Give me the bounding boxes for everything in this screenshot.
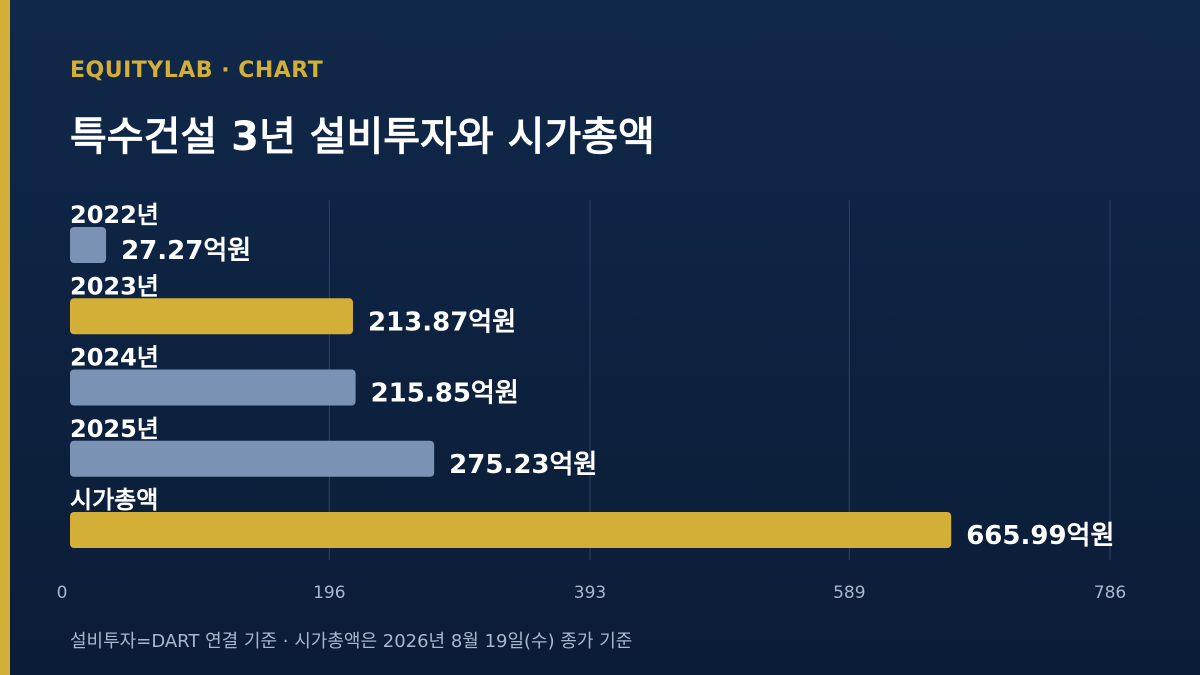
category-label: 2024년 xyxy=(70,344,159,372)
brand-label: EQUITYLAB · CHART xyxy=(70,58,324,83)
value-label: 213.87억원 xyxy=(368,307,516,337)
value-label: 27.27억원 xyxy=(121,236,251,266)
category-label: 2023년 xyxy=(70,272,159,300)
value-label: 215.85억원 xyxy=(371,379,519,409)
bar xyxy=(70,369,356,406)
bar xyxy=(70,512,952,548)
x-tick-label: 589 xyxy=(833,583,865,603)
value-label: 275.23억원 xyxy=(449,450,597,480)
bar xyxy=(70,227,107,263)
x-tick-label: 786 xyxy=(1094,583,1126,603)
value-label: 665.99억원 xyxy=(966,521,1114,551)
category-label: 시가총액 xyxy=(70,486,158,514)
page-title: 특수건설 3년 설비투자와 시가총액 xyxy=(70,114,655,160)
x-tick-label: 393 xyxy=(574,583,606,603)
x-tick-label: 0 xyxy=(57,583,68,603)
accent-bar xyxy=(0,0,10,675)
footer-note: 설비투자=DART 연결 기준 · 시가총액은 2026년 8월 19일(수) … xyxy=(70,631,633,652)
bar xyxy=(70,298,353,335)
category-label: 2022년 xyxy=(70,201,159,229)
bar xyxy=(70,440,435,477)
category-label: 2025년 xyxy=(70,415,159,443)
x-tick-label: 196 xyxy=(313,583,345,603)
